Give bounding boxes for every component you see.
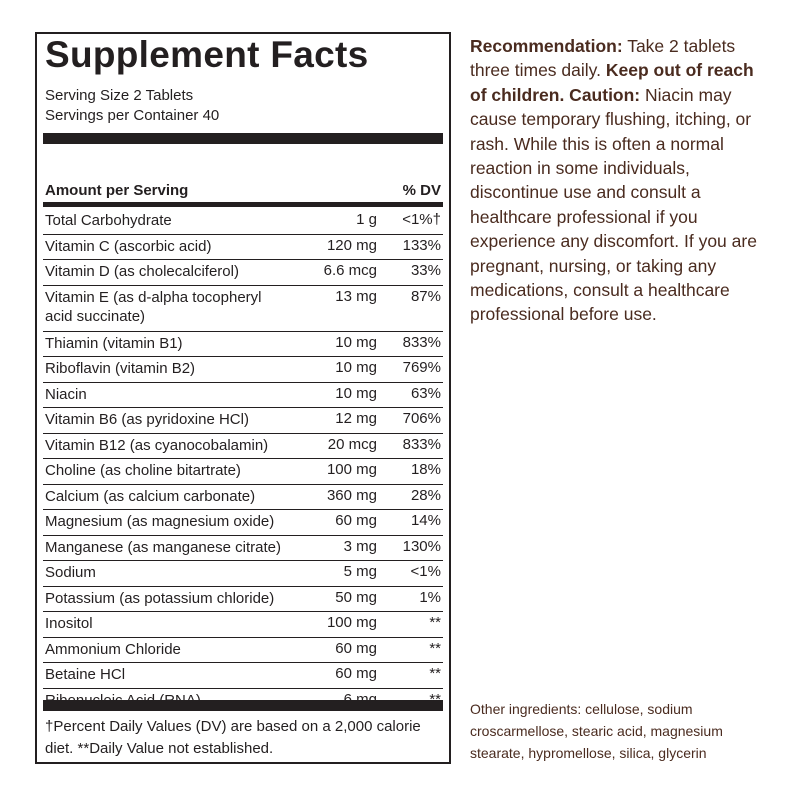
nutrient-dv: 133% [402,236,441,254]
nutrient-amount: 10 mg [335,384,377,402]
nutrient-dv: ** [429,639,441,657]
nutrient-dv: ** [429,690,441,708]
header-dv: % DV [402,182,441,199]
nutrient-row: Vitamin C (ascorbic acid) 120 mg 133% [43,234,443,260]
nutrient-row: Riboflavin (vitamin B2) 10 mg 769% [43,356,443,383]
nutrient-amount: 20 mcg [327,435,377,453]
nutrient-amount: 50 mg [335,588,377,606]
nutrient-name: Vitamin E (as d-alpha tocopheryl acid su… [45,288,262,325]
nutrient-name: Manganese (as manganese citrate) [45,538,281,556]
nutrient-dv: ** [429,614,441,631]
nutrient-amount: 6.6 mcg [323,262,377,279]
nutrient-row: Choline (as choline bitartrate) 100 mg 18% [43,458,443,485]
nutrient-name: Riboflavin (vitamin B2) [45,360,196,377]
nutrient-row: Inositol 100 mg ** [43,611,443,638]
nutrient-dv: <1%† [402,211,441,228]
nutrient-name: Inositol [45,615,93,632]
nutrient-dv: 706% [402,410,441,427]
nutrient-amount: 12 mg [335,410,377,427]
nutrient-row: Thiamin (vitamin B1) 10 mg 833% [43,331,443,357]
nutrient-name: Magnesium (as magnesium oxide) [45,513,275,530]
nutrient-dv: 63% [410,384,441,402]
nutrient-name: Vitamin C (ascorbic acid) [45,237,212,255]
nutrient-row: Vitamin B6 (as pyridoxine HCl) 12 mg 706% [43,407,443,434]
nutrient-row: Niacin 10 mg 63% [43,382,443,408]
nutrient-row: Vitamin D (as cholecalciferol) 6.6 mcg 33% [43,259,443,286]
nutrient-row: Sodium 5 mg <1% [43,560,443,587]
nutrient-amount: 60 mg [335,665,377,682]
nutrient-dv: 14% [410,512,441,529]
nutrient-name: Choline (as choline bitartrate) [45,462,241,479]
thick-divider [43,133,443,144]
bottom-thick-divider [43,700,443,711]
nutrient-row: Potassium (as potassium chloride) 50 mg 1% [43,586,443,612]
nutrient-name: Thiamin (vitamin B1) [45,334,183,352]
other-ingredients: Other ingredients: cellulose, sodium cro… [470,701,723,761]
recommendation-label: Recommendation: [470,36,623,56]
nutrient-dv: 18% [410,461,441,478]
nutrient-name: Vitamin D (as cholecalciferol) [45,263,239,280]
nutrient-row: Vitamin B12 (as cyanocobalamin) 20 mcg 833… [43,433,443,459]
nutrient-dv: <1% [410,563,441,580]
nutrient-amount: 3 mg [343,537,377,555]
caution-body: Niacin may cause temporary flushing, itc… [470,84,757,325]
nutrient-row: Magnesium (as magnesium oxide) 60 mg 14% [43,509,443,536]
nutrient-name: Potassium (as potassium chloride) [45,589,275,607]
nutrient-row: Ammonium Chloride 60 mg ** [43,637,443,663]
nutrient-row: Betaine HCl 60 mg ** [43,662,443,689]
caution-label: Caution: [564,84,641,105]
nutrient-amount: 60 mg [335,639,377,657]
nutrient-dv: 33% [410,262,441,279]
nutrient-amount: 120 mg [326,236,377,254]
nutrient-amount: 10 mg [335,359,377,376]
nutrient-amount: 10 mg [335,333,377,351]
nutrient-dv: ** [429,665,441,682]
footnote: †Percent Daily Values (DV) are based on … [45,718,421,757]
nutrient-name: Total Carbohydrate [45,212,172,229]
nutrient-dv: 87% [410,287,441,305]
nutrient-row: Manganese (as manganese citrate) 3 mg 130% [43,535,443,561]
nutrient-name: Ammonium Chloride [45,640,181,658]
nutrient-name: Vitamin B6 (as pyridoxine HCl) [45,411,249,428]
nutrient-name: Sodium [45,564,96,581]
nutrient-row: Calcium (as calcium carbonate) 360 mg 28% [43,484,443,510]
recommendation-body: Take 2 tablets three times daily. [470,36,736,81]
header-divider [43,202,443,207]
nutrient-amount: 100 mg [326,614,377,631]
nutrient-amount: 60 mg [335,512,377,529]
nutrient-row: Vitamin E (as d-alpha tocopheryl acid su… [43,285,443,332]
nutrient-amount: 1 g [356,211,377,228]
nutrient-name: Niacin [45,385,87,403]
nutrient-dv: 28% [410,486,441,504]
nutrient-dv: 833% [402,435,441,453]
nutrient-amount: 100 mg [326,461,377,478]
nutrient-dv: 769% [402,359,441,376]
nutrient-dv: 833% [402,333,441,351]
nutrient-name: Vitamin B12 (as cyanocobalamin) [45,436,269,454]
column-header: Amount per Serving % DV [45,180,441,200]
nutrient-amount: 5 mg [343,563,377,580]
nutrient-amount: 13 mg [335,287,377,305]
panel-title: Supplement Facts [45,34,369,75]
servings-per-container: Servings per Container 40 [45,107,220,124]
header-amount: Amount per Serving [45,182,189,199]
supplement-facts-panel: Supplement Facts Serving Size 2 Tablets … [35,32,451,764]
keep-out-warning: Keep out of reach of children. [470,60,754,105]
nutrient-name: Betaine HCl [45,666,126,683]
nutrient-dv: 130% [402,537,441,555]
nutrient-amount: 360 mg [326,486,377,504]
nutrient-name: Calcium (as calcium carbonate) [45,487,256,505]
recommendation-text: Recommendation: Take 2 tablets three tim… [470,34,770,327]
serving-size: Serving Size 2 Tablets [45,87,194,104]
nutrient-dv: 1% [419,588,441,606]
nutrient-row: Total Carbohydrate 1 g <1%† [43,208,443,235]
